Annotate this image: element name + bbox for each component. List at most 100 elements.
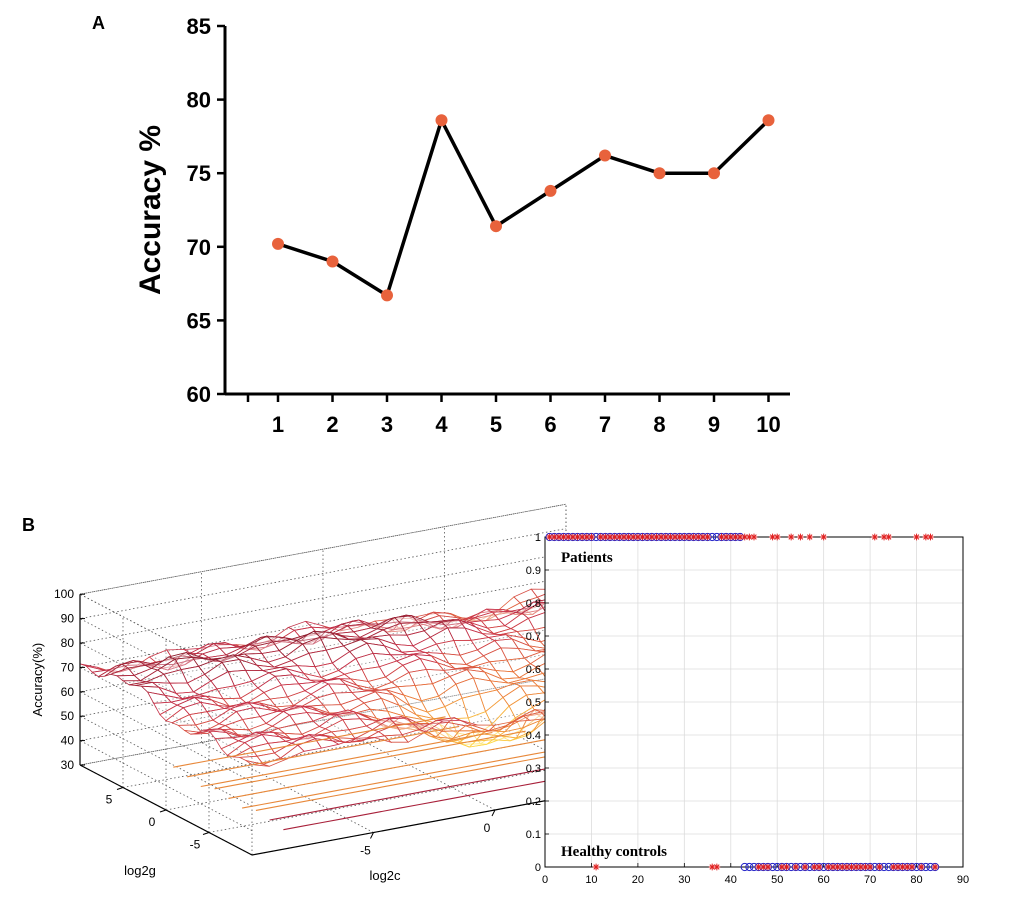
data-point [326, 255, 339, 268]
predicted-class-point [606, 533, 614, 541]
predicted-class-point [750, 533, 758, 541]
predicted-class-point [787, 533, 795, 541]
predicted-class-point [634, 533, 642, 541]
predicted-class-point [922, 533, 930, 541]
predicted-class-point [694, 533, 702, 541]
x-tick-label: 0 [542, 874, 548, 886]
predicted-class-point [764, 863, 772, 871]
predicted-class-point [880, 533, 888, 541]
z-gridline [78, 577, 567, 758]
predicted-class-point [769, 533, 776, 541]
contour-line [228, 736, 559, 799]
predicted-class-point [583, 533, 591, 541]
predicted-class-point [866, 863, 874, 871]
g-tick-label: -5 [190, 838, 201, 852]
predicted-class-point [820, 533, 828, 541]
x-tick-label: 20 [632, 874, 644, 886]
predicted-class-point [648, 533, 656, 541]
g-axis-label: log2g [124, 863, 156, 878]
predicted-class-point [727, 533, 735, 541]
contour-line [186, 725, 460, 778]
g-tick-label: 0 [149, 815, 156, 829]
predicted-class-point [578, 533, 586, 541]
y-tick-label: 70 [187, 235, 211, 260]
g-tick-mark [116, 787, 124, 790]
predicted-class-point [889, 863, 897, 871]
actual-class-point [740, 862, 749, 872]
predicted-class-point [741, 533, 749, 541]
x-tick-label: 8 [653, 412, 665, 437]
panel-a-label: A [92, 13, 105, 33]
predicted-class-point [931, 863, 939, 871]
predicted-class-point [745, 533, 753, 541]
z-tick-label: 60 [61, 685, 75, 699]
predicted-class-point [685, 533, 693, 541]
predicted-class-point [759, 863, 767, 871]
y-tick-label: 0.2 [526, 796, 541, 808]
y-tick-label: 75 [187, 161, 211, 186]
y-tick-label: 0.4 [526, 730, 541, 742]
predicted-class-point [574, 533, 581, 541]
predicted-class-point [546, 533, 554, 541]
y-tick-label: 0 [535, 862, 541, 874]
predicted-class-point [615, 533, 623, 541]
x-tick-label: 50 [771, 874, 783, 886]
predicted-class-point [653, 533, 660, 541]
predicted-class-point [843, 863, 851, 871]
panel-b-label: B [22, 515, 35, 535]
contour-line [242, 746, 573, 809]
contour-line [200, 731, 493, 788]
predicted-class-point [829, 863, 837, 871]
predicted-class-point [657, 533, 665, 541]
x-tick-label: 40 [725, 874, 737, 886]
predicted-class-point [588, 533, 595, 541]
y-tick-label: 0.1 [526, 829, 541, 841]
predicted-class-point [722, 533, 730, 541]
z-tick-label: 90 [61, 612, 75, 626]
y-tick-label: 85 [187, 14, 211, 39]
z-tick-label: 100 [54, 587, 74, 601]
predicted-class-point [713, 863, 721, 871]
predicted-class-point [834, 863, 841, 871]
predicted-class-point [783, 863, 790, 871]
z-tick-label: 80 [61, 636, 75, 650]
y-tick-label: 0.5 [526, 697, 541, 709]
x-tick-label: 2 [326, 412, 338, 437]
predicted-class-point [550, 533, 558, 541]
predicted-class-point [894, 863, 902, 871]
y-tick-label: 0.9 [526, 565, 541, 577]
actual-class-point [745, 862, 754, 872]
x-tick-label: 1 [272, 412, 284, 437]
c-tick-mark [491, 809, 496, 817]
x-tick-label: 7 [599, 412, 611, 437]
patients-annotation: Patients [561, 550, 613, 566]
predicted-class-point [792, 863, 800, 871]
z-gridline [78, 601, 567, 783]
predicted-class-point [871, 533, 879, 541]
healthy-controls-annotation: Healthy controls [561, 844, 667, 860]
y-tick-label: 60 [187, 382, 211, 407]
predicted-class-point [629, 533, 637, 541]
c-tick-label: -5 [360, 844, 371, 858]
data-point [544, 184, 557, 197]
predicted-class-point [601, 533, 609, 541]
x-tick-label: 5 [490, 412, 502, 437]
x-tick-label: 30 [678, 874, 690, 886]
data-point [653, 167, 666, 180]
data-point [599, 149, 611, 162]
predicted-class-point [815, 863, 823, 871]
predicted-class-point [667, 533, 674, 541]
z-gridline [78, 528, 567, 709]
predicted-class-point [704, 533, 711, 541]
x-tick-label: 4 [435, 412, 448, 437]
actual-class-point [875, 862, 884, 872]
predicted-class-point [876, 863, 883, 871]
data-point [762, 114, 775, 127]
y-axis-label: Accuracy % [134, 125, 167, 295]
predicted-class-point [625, 533, 632, 541]
actual-class-point [931, 862, 940, 872]
predicted-class-point [620, 533, 628, 541]
predicted-class-point [592, 863, 600, 871]
data-point [490, 220, 502, 233]
